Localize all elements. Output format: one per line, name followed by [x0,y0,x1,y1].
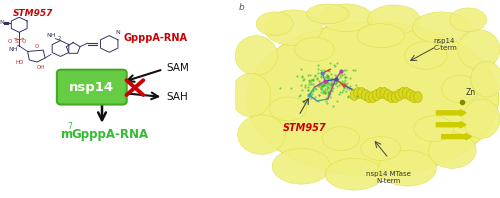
Ellipse shape [471,61,500,97]
Text: 2: 2 [58,36,61,41]
Ellipse shape [294,38,335,61]
Ellipse shape [414,116,454,142]
Text: N: N [115,30,120,35]
Ellipse shape [376,88,384,98]
Ellipse shape [404,42,447,69]
Ellipse shape [395,89,404,100]
Text: NH: NH [8,47,18,52]
Ellipse shape [414,92,422,103]
Ellipse shape [398,88,407,98]
Ellipse shape [365,92,374,103]
Ellipse shape [272,148,330,184]
Ellipse shape [388,92,396,103]
Text: HO: HO [16,60,24,65]
Ellipse shape [320,4,373,32]
Ellipse shape [368,5,420,35]
Text: GpppA-RNA: GpppA-RNA [72,128,148,141]
Ellipse shape [322,127,360,150]
Ellipse shape [350,89,358,100]
Ellipse shape [463,99,500,139]
FancyArrow shape [442,133,472,140]
Ellipse shape [391,92,400,103]
Text: nsp14 MTase
N-term: nsp14 MTase N-term [366,171,411,184]
Ellipse shape [372,89,381,100]
Ellipse shape [247,22,498,176]
Ellipse shape [264,10,322,46]
Text: N: N [0,20,4,25]
FancyArrow shape [436,122,466,128]
Ellipse shape [384,90,392,101]
Text: nsp14: nsp14 [69,81,114,94]
Ellipse shape [368,92,377,103]
Ellipse shape [361,90,370,101]
Text: S: S [15,39,18,44]
Text: GpppA-RNA: GpppA-RNA [124,33,188,43]
Text: m: m [61,128,74,141]
Ellipse shape [358,88,366,98]
Ellipse shape [458,30,500,69]
Ellipse shape [378,150,436,186]
Ellipse shape [256,12,294,36]
Ellipse shape [325,158,384,190]
Text: STM957: STM957 [13,9,54,18]
Ellipse shape [428,133,476,168]
Text: O: O [35,44,40,49]
Text: OH: OH [37,65,46,70]
Ellipse shape [402,88,411,98]
Ellipse shape [442,75,479,103]
Ellipse shape [412,12,471,44]
FancyArrow shape [436,110,466,116]
Text: nsp14
C-term: nsp14 C-term [434,38,458,51]
FancyBboxPatch shape [57,70,126,105]
Text: SAH: SAH [166,92,188,102]
Ellipse shape [406,90,414,101]
Ellipse shape [235,36,278,75]
Text: 7: 7 [67,122,72,131]
Ellipse shape [410,92,418,103]
Ellipse shape [306,4,349,24]
Text: NH: NH [47,33,56,38]
Text: STM957: STM957 [282,123,327,133]
Text: O: O [8,39,12,44]
Text: Zn: Zn [466,88,475,97]
Ellipse shape [361,137,401,160]
Ellipse shape [357,24,405,48]
Ellipse shape [231,73,271,117]
Ellipse shape [354,88,362,98]
Ellipse shape [380,88,388,98]
Text: b: b [239,3,244,12]
Ellipse shape [450,8,487,32]
Ellipse shape [270,97,306,121]
Text: SAM: SAM [166,63,189,73]
Text: O: O [22,39,26,44]
Ellipse shape [238,115,286,154]
